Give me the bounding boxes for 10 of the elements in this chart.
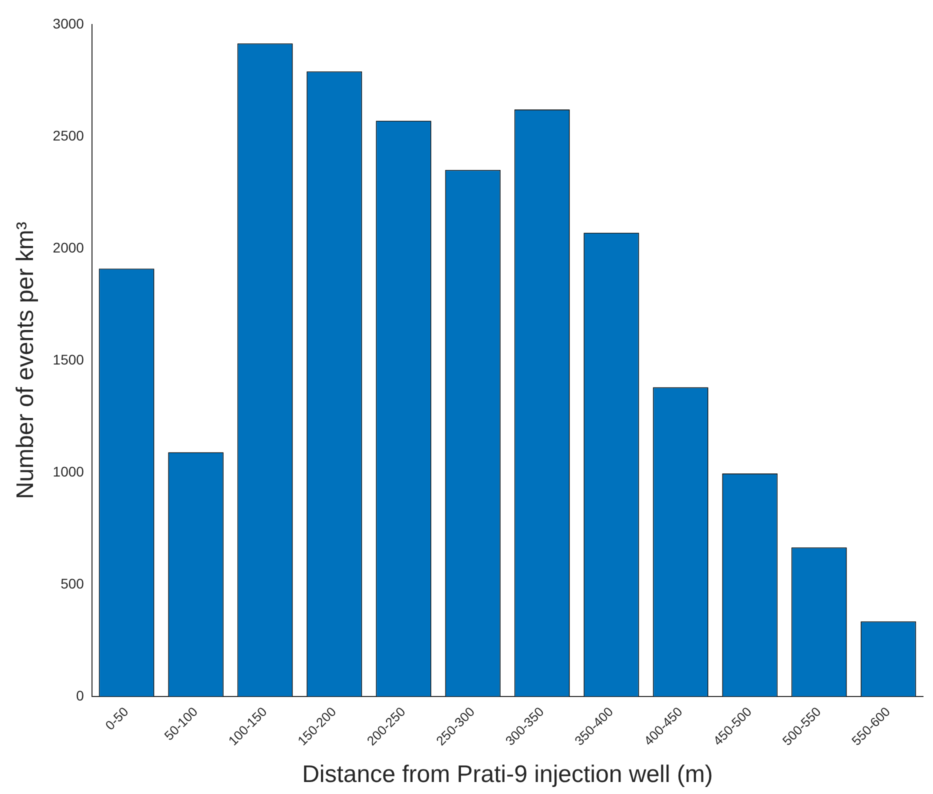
y-tick-label: 500 bbox=[60, 575, 84, 592]
y-tick-label: 0 bbox=[76, 687, 84, 704]
y-tick-label: 1500 bbox=[52, 351, 84, 368]
x-tick-label: 0-50 bbox=[102, 704, 132, 734]
y-tick-label: 2500 bbox=[52, 127, 84, 144]
y-tick-label: 2000 bbox=[52, 239, 84, 256]
y-tick-label: 1000 bbox=[52, 463, 84, 480]
y-axis-title: Number of events per km³ bbox=[12, 222, 40, 500]
y-tick-label: 3000 bbox=[52, 15, 84, 32]
x-axis-title: Distance from Prati-9 injection well (m) bbox=[302, 761, 713, 788]
